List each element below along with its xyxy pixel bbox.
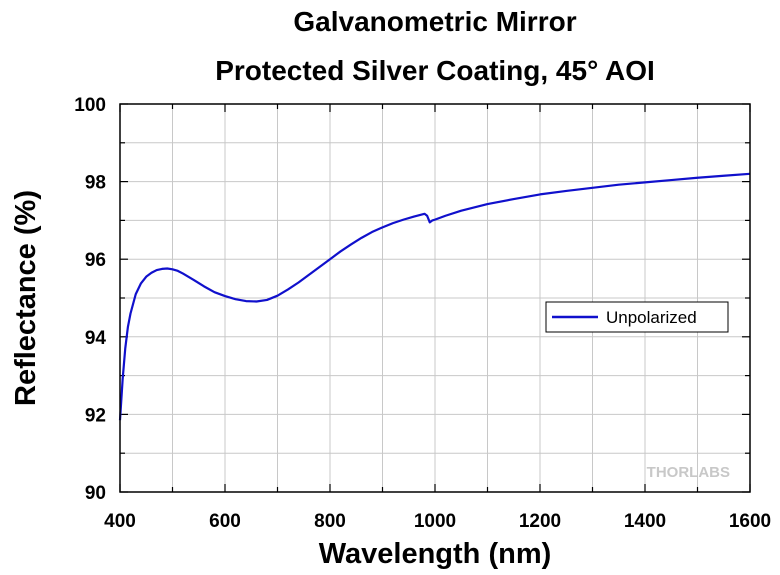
- y-tick-label: 98: [85, 173, 106, 194]
- y-tick-label: 96: [85, 250, 106, 271]
- x-tick-labels: 400 600 800 1000 1200 1400 1600: [104, 511, 771, 532]
- x-axis-label: Wavelength (nm): [319, 538, 552, 570]
- x-tick-label: 1600: [729, 511, 771, 532]
- x-tick-label: 1400: [624, 511, 666, 532]
- grid: [120, 104, 750, 492]
- y-axis-label: Reflectance (%): [10, 190, 42, 406]
- x-tick-label: 800: [314, 511, 346, 532]
- y-tick-label: 94: [85, 328, 107, 349]
- x-tick-label: 1000: [414, 511, 456, 532]
- y-tick-labels: 90 92 94 96 98 100: [74, 95, 106, 504]
- chart-title-line-2: Protected Silver Coating, 45° AOI: [215, 55, 655, 86]
- x-tick-label: 600: [209, 511, 241, 532]
- legend-label-unpolarized: Unpolarized: [606, 308, 697, 327]
- chart-title-line-1: Galvanometric Mirror: [293, 6, 576, 37]
- y-tick-label: 100: [74, 95, 106, 116]
- y-tick-label: 90: [85, 483, 106, 504]
- thorlabs-watermark: THORLABS: [647, 464, 730, 481]
- y-tick-label: 92: [85, 405, 106, 426]
- x-tick-label: 1200: [519, 511, 561, 532]
- series-line-unpolarized: [118, 172, 751, 421]
- legend: Unpolarized: [545, 301, 729, 333]
- x-tick-label: 400: [104, 511, 136, 532]
- axes-frame: [119, 103, 751, 493]
